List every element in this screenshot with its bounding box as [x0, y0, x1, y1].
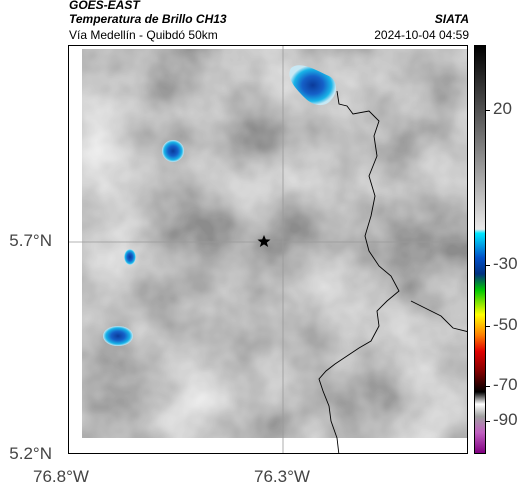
lon-tick-label: 76.3°W: [254, 467, 310, 486]
colorbar-tick-label: 20: [493, 99, 512, 118]
colorbar-tick-label: -90: [493, 410, 518, 429]
product-title: Temperatura de Brillo CH13: [69, 12, 227, 26]
lat-tick-label: 5.7°N: [9, 231, 52, 250]
gridlines: [69, 46, 467, 453]
cold-cloud-southwest: [103, 326, 133, 346]
cold-cloud-west: [124, 249, 136, 265]
municipal-border: [410, 300, 467, 332]
colorbar-tick-mark: [486, 421, 490, 422]
organization-label: SIATA: [434, 12, 469, 26]
region-subtitle: Vía Medellín - Quibdó 50km: [69, 28, 218, 42]
colorbar-tick-mark: [486, 265, 490, 266]
timestamp-label: 2024-10-04 04:59: [374, 28, 469, 42]
colorbar: [474, 45, 486, 454]
satellite-title: GOES-EAST: [69, 0, 140, 12]
colorbar-tick-label: -30: [493, 254, 518, 273]
colorbar-tick-label: -70: [493, 375, 518, 394]
cold-cloud-ne: [289, 65, 337, 106]
lon-tick-label: 76.8°W: [33, 467, 89, 486]
colorbar-tick-mark: [486, 110, 490, 111]
department-border: [318, 90, 400, 453]
colorbar-tick-mark: [486, 326, 490, 327]
cold-cloud-tops: [103, 65, 337, 346]
colorbar-tick-label: -50: [493, 315, 518, 334]
star-icon: [257, 235, 271, 247]
lat-tick-label: 5.2°N: [9, 444, 52, 463]
brightness-field: [82, 49, 467, 438]
colorbar-tick-mark: [486, 386, 490, 387]
cold-cloud-center-north: [162, 140, 184, 162]
satellite-map[interactable]: [68, 45, 468, 454]
